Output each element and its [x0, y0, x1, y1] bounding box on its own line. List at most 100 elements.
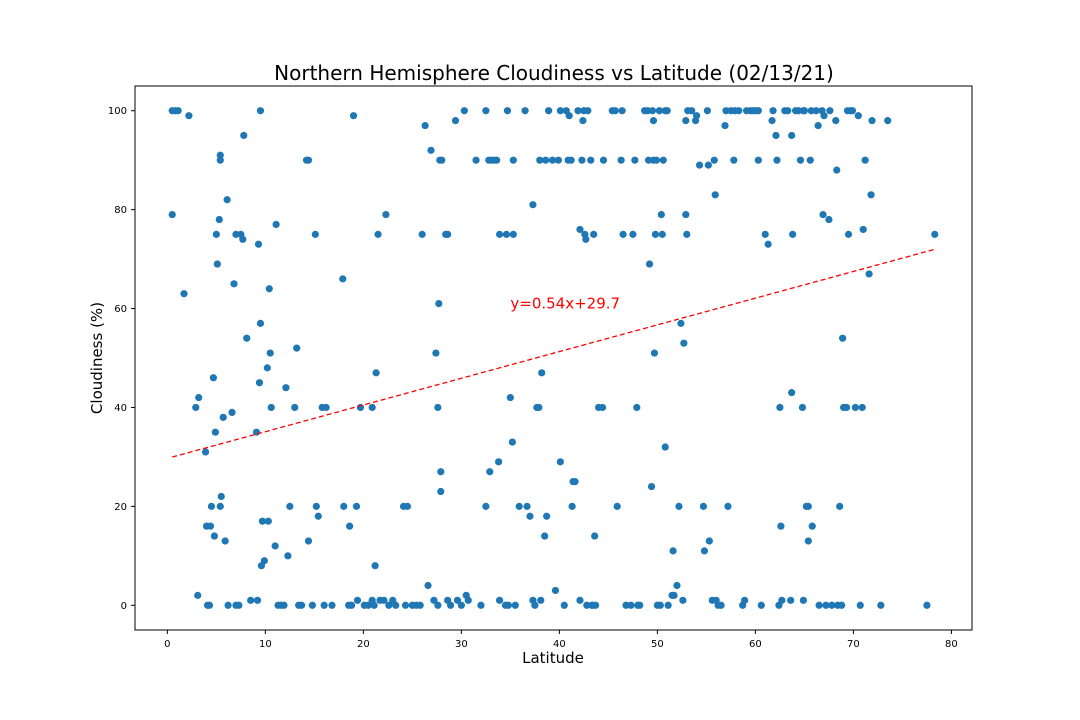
data-point: [618, 107, 626, 115]
data-point: [235, 601, 243, 609]
x-tick-label: 0: [164, 639, 170, 650]
data-point: [472, 156, 480, 164]
data-point: [451, 117, 460, 125]
data-point: [328, 601, 336, 609]
data-point: [304, 537, 313, 545]
data-point: [682, 117, 690, 125]
data-point: [265, 285, 273, 293]
data-point: [523, 502, 531, 510]
data-point: [314, 512, 322, 520]
data-point: [787, 596, 795, 604]
data-point: [675, 502, 683, 510]
data-point: [856, 601, 864, 609]
data-point: [700, 547, 709, 555]
data-point: [230, 280, 238, 288]
data-point: [541, 532, 549, 540]
data-point: [368, 403, 376, 412]
data-point: [457, 601, 465, 609]
data-point: [578, 156, 586, 164]
data-point: [201, 448, 210, 456]
x-tick-label: 40: [553, 639, 566, 650]
data-point: [629, 230, 637, 238]
data-point: [371, 562, 379, 570]
data-point: [477, 601, 485, 609]
data-point: [711, 191, 719, 199]
data-point: [453, 596, 462, 604]
data-point: [217, 492, 225, 501]
data-point: [435, 300, 443, 308]
data-point: [836, 502, 844, 510]
data-point: [543, 512, 551, 520]
data-point: [567, 156, 575, 164]
data-point: [822, 601, 830, 609]
axes: 0 10 20 30 40 50 60 70 80 0 20 40 60 80 100: [108, 106, 958, 650]
data-point: [820, 112, 828, 120]
data-point: [859, 225, 867, 234]
data-point: [884, 117, 892, 125]
data-point: [291, 403, 299, 412]
data-point: [509, 156, 517, 164]
data-point: [761, 230, 769, 238]
data-point: [865, 270, 873, 278]
data-point: [735, 107, 743, 115]
data-point: [582, 235, 590, 243]
data-point: [531, 601, 539, 609]
data-point: [647, 482, 656, 491]
data-point: [724, 502, 732, 510]
data-point: [311, 230, 319, 238]
data-point: [356, 403, 365, 412]
data-point: [656, 601, 664, 609]
data-point: [680, 339, 688, 347]
data-point: [705, 537, 713, 545]
data-point: [599, 156, 608, 164]
data-point: [293, 344, 301, 352]
data-point: [842, 403, 851, 412]
data-point: [264, 517, 272, 525]
data-point: [673, 581, 681, 590]
data-point: [432, 349, 440, 357]
data-point: [282, 384, 290, 392]
data-point: [537, 596, 545, 604]
data-point: [535, 403, 543, 412]
data-point: [511, 601, 519, 609]
x-tick-label: 70: [847, 639, 860, 650]
data-point: [556, 458, 564, 466]
data-point: [682, 210, 690, 219]
data-point: [778, 596, 786, 604]
data-point: [254, 240, 263, 248]
data-point: [828, 601, 836, 609]
data-point: [772, 131, 780, 140]
data-point: [611, 107, 619, 115]
data-point: [800, 107, 809, 115]
data-point: [211, 428, 219, 436]
y-tick-label: 40: [114, 403, 127, 414]
data-point: [851, 403, 859, 412]
data-point: [617, 156, 625, 164]
data-point: [804, 537, 812, 545]
data-point: [421, 121, 429, 130]
data-point: [721, 121, 729, 130]
data-point: [741, 596, 749, 604]
data-point: [438, 156, 446, 164]
data-point: [256, 107, 265, 115]
data-point: [444, 230, 452, 238]
data-point: [353, 596, 362, 604]
data-point: [796, 156, 805, 164]
data-point: [320, 601, 328, 609]
data-point: [658, 230, 666, 238]
data-point: [825, 215, 833, 224]
data-point: [256, 319, 265, 327]
data-point: [757, 601, 765, 609]
data-point: [418, 230, 426, 238]
data-point: [773, 156, 781, 164]
data-point: [392, 601, 400, 609]
data-point: [645, 260, 654, 268]
data-point: [804, 502, 812, 510]
data-point: [506, 393, 514, 402]
data-point: [286, 502, 294, 510]
data-point: [298, 601, 306, 609]
data-point: [446, 601, 455, 609]
data-point: [209, 374, 218, 382]
data-point: [598, 403, 607, 412]
y-tick-label: 20: [114, 502, 127, 513]
